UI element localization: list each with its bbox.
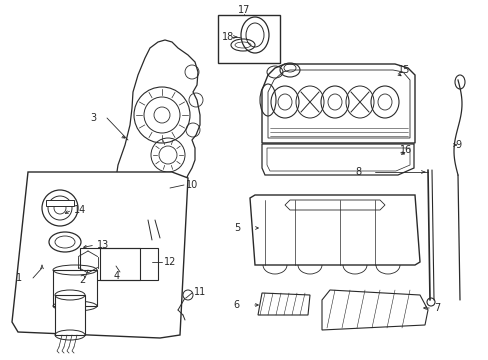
Text: 16: 16 xyxy=(399,145,411,155)
Text: 13: 13 xyxy=(97,240,109,250)
Text: 2: 2 xyxy=(79,275,85,285)
Text: 14: 14 xyxy=(74,205,86,215)
Bar xyxy=(100,248,158,280)
Text: 7: 7 xyxy=(433,303,439,313)
Text: 11: 11 xyxy=(194,287,206,297)
Text: 4: 4 xyxy=(114,271,120,281)
Bar xyxy=(46,200,74,206)
Bar xyxy=(218,15,280,63)
Text: 17: 17 xyxy=(237,5,250,15)
Text: 5: 5 xyxy=(233,223,240,233)
Text: 1: 1 xyxy=(16,273,22,283)
Text: 9: 9 xyxy=(454,140,460,150)
Polygon shape xyxy=(262,144,413,175)
Polygon shape xyxy=(258,293,309,315)
Text: 12: 12 xyxy=(163,257,176,267)
Text: 10: 10 xyxy=(185,180,198,190)
Bar xyxy=(55,295,85,335)
Polygon shape xyxy=(321,290,427,330)
Bar xyxy=(80,248,140,280)
Polygon shape xyxy=(12,172,187,338)
Bar xyxy=(53,270,97,306)
Text: 8: 8 xyxy=(355,167,361,177)
Polygon shape xyxy=(249,195,419,265)
Text: 3: 3 xyxy=(90,113,96,123)
Text: 18: 18 xyxy=(222,32,234,42)
Polygon shape xyxy=(262,64,414,143)
Text: 15: 15 xyxy=(397,65,409,75)
Polygon shape xyxy=(115,40,200,248)
Text: 6: 6 xyxy=(233,300,240,310)
